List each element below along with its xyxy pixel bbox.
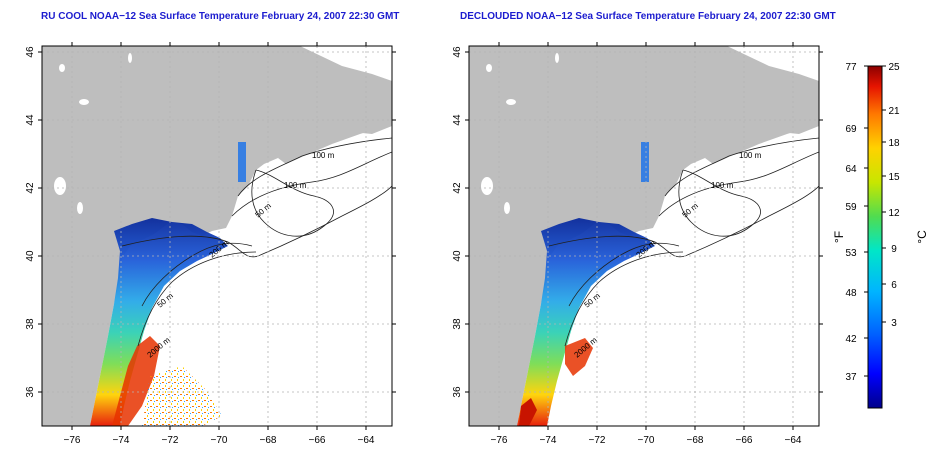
sst-plume [517,218,655,426]
x-tick-label: −76 [64,435,81,446]
right-map-title: DECLOUDED NOAA−12 Sea Surface Temperatur… [460,11,836,22]
maine-cold-strip [238,142,246,182]
map-frame [468,45,820,427]
lake [79,99,89,105]
celsius-tick-label: 21 [888,106,900,117]
x-tick-label: −74 [113,435,130,446]
y-tick-label: 44 [452,114,463,126]
x-tick-label: −68 [260,435,277,446]
x-tick-label: −66 [309,435,326,446]
fahrenheit-tick-label: 42 [845,334,857,345]
bathymetry-contour [137,251,257,347]
map-frame [41,45,393,427]
cloud-speckle [142,366,222,426]
fahrenheit-tick-label: 77 [845,62,857,73]
fahrenheit-unit-label: °F [832,231,846,243]
celsius-tick-label: 9 [891,244,897,255]
contour-label: 100 m [312,151,335,160]
y-tick-label: 38 [25,318,36,330]
temperature-colorbar: 25 21 18 15 12 9 6 3 77 69 64 59 53 48 42 37 °F °C [832,62,929,409]
celsius-tick-label: 15 [888,172,900,183]
x-tick-label: −72 [589,435,606,446]
celsius-tick-label: 18 [888,138,900,149]
y-tick-label: 38 [452,318,463,330]
warm-tail [519,398,537,426]
nova-scotia [705,108,819,164]
fahrenheit-tick-label: 53 [845,248,857,259]
contour-label: 100 m [739,151,762,160]
celsius-tick-label: 12 [888,208,900,219]
lake [504,202,510,214]
nova-scotia [278,108,392,164]
colorbar-scale [867,65,883,409]
lake [128,53,132,63]
celsius-unit-label: °C [915,230,929,244]
left-map-title: RU COOL NOAA−12 Sea Surface Temperature … [41,11,400,22]
x-tick-label: −64 [785,435,802,446]
x-tick-label: −70 [638,435,655,446]
y-tick-label: 42 [25,182,36,194]
x-tick-label: −72 [162,435,179,446]
lake [54,177,66,195]
contour-label: 100 m [284,181,307,190]
fahrenheit-tick-label: 37 [845,372,857,383]
sst-plume [90,218,228,426]
x-tick-label: −76 [491,435,508,446]
y-tick-label: 40 [452,250,463,262]
celsius-tick-label: 3 [891,318,897,329]
lake [486,64,492,72]
celsius-tick-label: 25 [888,62,900,73]
x-tick-label: −74 [540,435,557,446]
y-tick-label: 40 [25,250,36,262]
y-tick-label: 36 [452,386,463,398]
lake [555,53,559,63]
fahrenheit-tick-label: 48 [845,288,857,299]
x-tick-label: −70 [211,435,228,446]
x-tick-label: −64 [358,435,375,446]
lake [77,202,83,214]
y-tick-label: 46 [452,46,463,58]
y-tick-label: 36 [25,386,36,398]
fahrenheit-tick-label: 69 [845,124,857,135]
celsius-tick-label: 6 [891,280,897,291]
bathymetry-contour [237,137,392,197]
y-tick-label: 46 [25,46,36,58]
gulf-stream-warm [565,338,593,376]
fahrenheit-tick-label: 64 [845,164,857,175]
lake [481,177,493,195]
x-tick-label: −68 [687,435,704,446]
maine-cold-strip [641,142,649,182]
gulf-stream-warm [112,336,160,426]
fahrenheit-tick-label: 59 [845,202,857,213]
x-tick-label: −66 [736,435,753,446]
y-tick-label: 44 [25,114,36,126]
bathymetry-contour [664,137,819,197]
lake [506,99,516,105]
contour-label: 100 m [711,181,734,190]
bathymetry-contour [564,251,684,347]
y-tick-label: 42 [452,182,463,194]
lake [59,64,65,72]
